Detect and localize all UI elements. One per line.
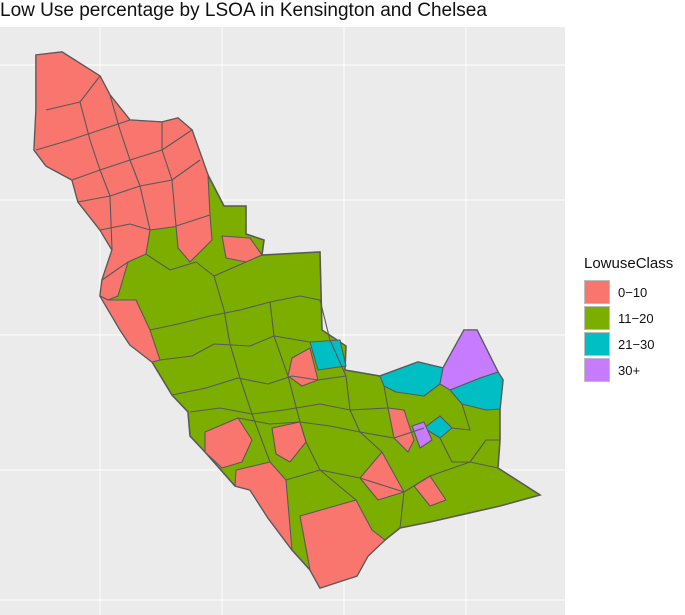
lsoa-region-north [33, 51, 211, 301]
legend-item: 0−10 [584, 279, 673, 305]
legend-title: LowuseClass [584, 255, 674, 272]
legend-key [584, 358, 610, 382]
lsoa-region-e [234, 461, 293, 551]
legend-label: 0−10 [618, 284, 648, 300]
legend-key [584, 306, 610, 330]
lsoa-region-purple-1 [439, 329, 499, 391]
legend: LowuseClass 0−10 11−20 21−30 30+ [584, 255, 673, 383]
lsoa-polygons [33, 51, 504, 589]
legend-item: 11−20 [584, 305, 673, 331]
lsoa-region-west [99, 295, 161, 363]
lsoa-region-i [387, 407, 415, 453]
legend-item: 21−30 [584, 331, 673, 357]
lsoa-region-g [299, 499, 386, 589]
legend-items: 0−10 11−20 21−30 30+ [584, 279, 673, 383]
lsoa-region-b [221, 235, 263, 263]
legend-label: 21−30 [618, 336, 655, 352]
legend-label: 11−20 [618, 310, 654, 326]
lsoa-region-a [175, 214, 213, 263]
legend-key [584, 280, 610, 304]
choropleth-map [0, 27, 565, 615]
lsoa-region-f [271, 421, 307, 463]
legend-label: 30+ [618, 362, 641, 378]
lsoa-region-purple-2 [411, 421, 433, 449]
map-panel [0, 27, 565, 615]
legend-key [584, 332, 610, 356]
legend-item: 30+ [584, 357, 673, 383]
lsoa-region-teal-2 [379, 361, 444, 397]
chart-title: Low Use percentage by LSOA in Kensington… [0, 0, 487, 21]
